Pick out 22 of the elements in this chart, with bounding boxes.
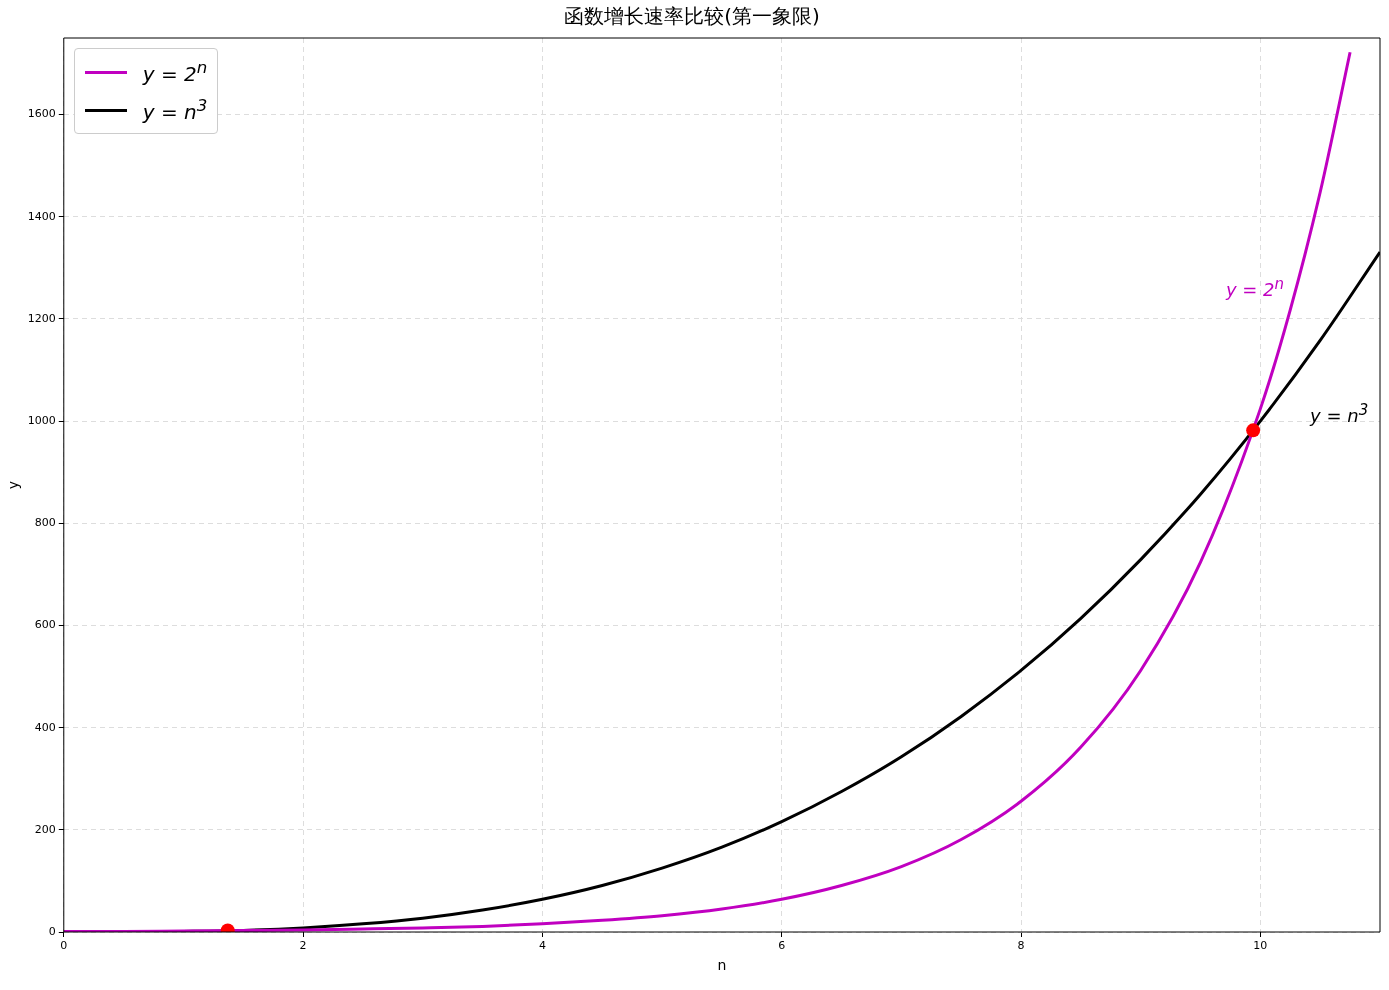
- y-tick-label: 400: [34, 720, 56, 734]
- x-tick-label: 8: [1017, 939, 1025, 953]
- y-tick-label: 800: [34, 516, 56, 530]
- y-tick-label: 1200: [27, 311, 56, 325]
- y-tick-label: 0: [48, 924, 56, 938]
- y-tick-label: 600: [34, 618, 56, 632]
- x-axis-title: n: [717, 957, 727, 974]
- annotation: y = 2$^{n}$: [1225, 274, 1285, 300]
- annotation: y = n$^{3}$: [1310, 400, 1369, 426]
- y-tick-label: 200: [34, 822, 56, 836]
- legend-label: y = 2$^{n}$: [142, 58, 208, 86]
- y-axis-title: y: [5, 480, 22, 490]
- legend-label: y = n$^{3}$: [142, 96, 208, 124]
- chart-title: 函数增长速率比较(第一象限): [564, 4, 820, 29]
- x-tick-label: 6: [778, 939, 786, 953]
- x-tick-label: 10: [1253, 939, 1268, 953]
- y-tick-label: 1600: [27, 107, 56, 121]
- x-tick-label: 4: [538, 939, 546, 953]
- y-tick-label: 1400: [27, 209, 56, 223]
- x-tick-label: 0: [60, 939, 68, 953]
- y-tick-label: 1000: [27, 414, 56, 427]
- x-tick-label: 2: [299, 939, 307, 953]
